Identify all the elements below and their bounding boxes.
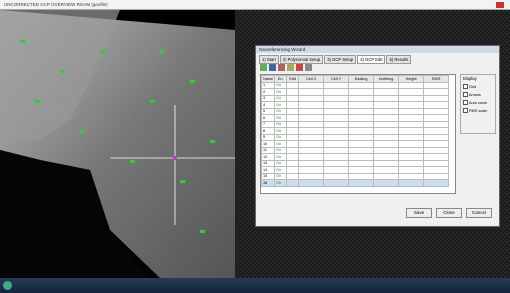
taskbar	[0, 278, 510, 293]
checkbox	[463, 92, 468, 97]
option[interactable]: Grid	[463, 84, 493, 89]
option[interactable]: Auto zoom	[463, 100, 493, 105]
checkbox	[463, 84, 468, 89]
checkbox	[463, 100, 468, 105]
cell-empty	[424, 180, 449, 187]
tab[interactable]: 1) Start	[259, 55, 279, 64]
option-label: RMS scale	[469, 109, 487, 113]
tool-icon[interactable]	[260, 64, 267, 71]
tab[interactable]: 5) Results	[386, 55, 411, 64]
buttons: Save Close Cancel	[406, 208, 492, 218]
close-button[interactable]	[496, 2, 504, 8]
cell-empty	[299, 180, 324, 187]
tab[interactable]: 2) Polynomial Setup	[280, 55, 323, 64]
screen: UNCORRECTED GCP OVERVIEW ROAM (geofile) …	[0, 0, 510, 293]
group-title: Display	[463, 76, 493, 81]
button[interactable]: Close	[436, 208, 462, 218]
dialog-title-bar: Georeferencing Wizard	[256, 46, 499, 53]
button[interactable]: Save	[406, 208, 432, 218]
tool-icon[interactable]	[287, 64, 294, 71]
cell-empty	[399, 180, 424, 187]
cell: 16	[262, 180, 275, 187]
option-label: Arrows	[469, 93, 481, 97]
tool-icon[interactable]	[269, 64, 276, 71]
cursor-point	[173, 156, 177, 160]
cell-empty	[287, 180, 299, 187]
dialog-title: Georeferencing Wizard	[259, 47, 305, 52]
cell: On	[275, 180, 287, 187]
tool-icon[interactable]	[278, 64, 285, 71]
toolbar	[260, 64, 312, 71]
tab[interactable]: 3) GCP Setup	[324, 55, 356, 64]
tool-icon[interactable]	[305, 64, 312, 71]
option[interactable]: RMS scale	[463, 108, 493, 113]
checkbox	[463, 108, 468, 113]
button[interactable]: Cancel	[466, 208, 492, 218]
cell-empty	[324, 180, 349, 187]
start-button[interactable]	[3, 281, 12, 290]
display-group: Display Grid Arrows Auto zoom RMS scale	[460, 74, 496, 134]
window-title: UNCORRECTED GCP OVERVIEW ROAM (geofile)	[4, 2, 108, 7]
option-label: Auto zoom	[469, 101, 487, 105]
cell-empty	[349, 180, 374, 187]
option-label: Grid	[469, 85, 476, 89]
tool-icon[interactable]	[296, 64, 303, 71]
cell-empty	[374, 180, 399, 187]
title-bar: UNCORRECTED GCP OVERVIEW ROAM (geofile)	[0, 0, 510, 10]
tab[interactable]: 4) GCP Edit	[357, 55, 385, 64]
option[interactable]: Arrows	[463, 92, 493, 97]
